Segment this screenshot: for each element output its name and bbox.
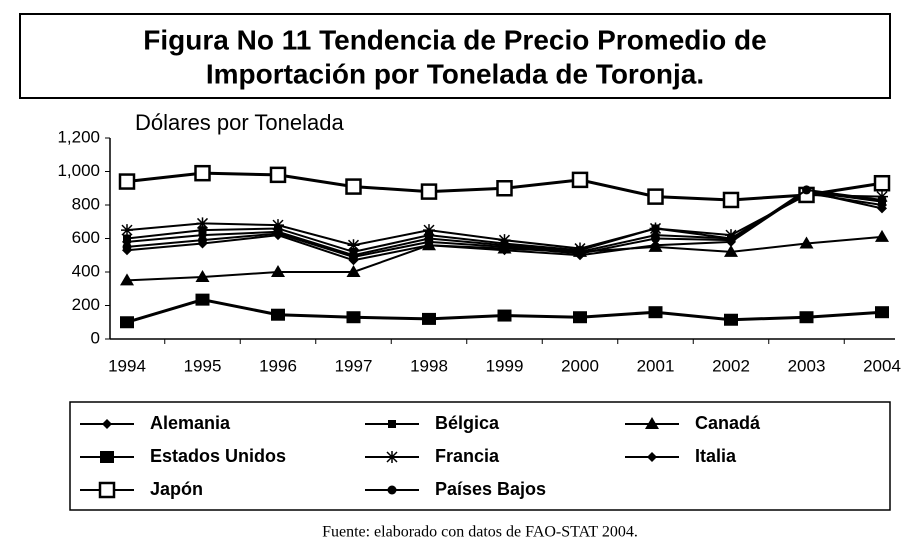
marker	[118, 173, 136, 190]
marker	[271, 308, 285, 321]
marker	[500, 242, 509, 252]
legend-label: Bélgica	[435, 413, 500, 433]
marker	[423, 224, 435, 237]
marker	[877, 195, 887, 205]
y-tick-label: 0	[91, 328, 100, 347]
marker	[102, 419, 112, 429]
marker	[424, 237, 434, 247]
y-tick-label: 1,000	[57, 161, 100, 180]
marker	[648, 306, 663, 319]
marker	[724, 313, 738, 326]
x-tick-label: 1994	[108, 356, 146, 375]
x-tick-label: 2002	[712, 356, 750, 375]
marker	[122, 242, 132, 252]
marker	[120, 273, 134, 286]
marker	[724, 244, 738, 257]
marker	[575, 249, 585, 259]
marker	[269, 166, 287, 184]
legend-label: Canadá	[695, 413, 761, 433]
marker	[346, 311, 361, 324]
legend-label: Estados Unidos	[150, 446, 286, 466]
title-box	[19, 13, 891, 99]
x-tick-label: 1996	[259, 356, 297, 375]
marker	[726, 235, 736, 245]
x-tick-label: 2003	[788, 356, 826, 375]
marker	[877, 203, 887, 214]
marker	[195, 270, 210, 283]
marker	[571, 171, 589, 189]
marker	[498, 234, 511, 247]
marker	[347, 239, 360, 252]
source-note: Fuente: elaborado con datos de FAO-STAT …	[322, 524, 638, 541]
marker	[198, 226, 207, 235]
marker	[123, 234, 131, 243]
legend-label: Japón	[150, 479, 203, 499]
marker	[573, 311, 587, 324]
x-tick-label: 2004	[863, 356, 901, 375]
y-tick-label: 200	[72, 295, 100, 314]
marker	[194, 164, 211, 182]
legend-box	[69, 401, 891, 511]
marker	[422, 312, 436, 325]
legend-label: Alemania	[150, 413, 231, 433]
x-tick-label: 2001	[637, 356, 675, 375]
marker	[647, 188, 664, 205]
marker	[98, 481, 116, 499]
marker	[725, 229, 737, 242]
marker	[388, 420, 396, 428]
marker	[272, 219, 284, 232]
x-tick-label: 2000	[561, 356, 599, 375]
marker	[346, 265, 361, 277]
y-tick-label: 1,200	[57, 127, 100, 146]
marker	[875, 229, 889, 242]
x-tick-label: 1998	[410, 356, 448, 375]
y-tick-label: 600	[72, 228, 100, 247]
marker	[722, 191, 740, 209]
x-tick-label: 1999	[486, 356, 524, 375]
marker	[802, 185, 811, 195]
marker	[198, 235, 207, 245]
legend-label: Países Bajos	[435, 479, 546, 499]
marker	[649, 222, 662, 235]
chart-title: Figura No 11 Tendencia de Precio Promedi…	[143, 24, 766, 55]
marker	[873, 174, 891, 192]
marker	[496, 180, 513, 197]
legend-label: Francia	[435, 446, 500, 466]
marker	[196, 217, 209, 230]
chart-title: Importación por Tonelada de Toronja.	[206, 58, 704, 89]
marker	[647, 452, 657, 462]
x-tick-label: 1995	[184, 356, 222, 375]
y-tick-label: 800	[72, 194, 100, 213]
marker	[120, 316, 134, 329]
marker	[386, 451, 398, 463]
marker	[273, 228, 283, 238]
marker	[420, 183, 438, 200]
marker	[345, 178, 362, 195]
marker	[195, 293, 210, 306]
legend-label: Italia	[695, 446, 737, 466]
marker	[799, 311, 814, 324]
marker	[121, 224, 133, 237]
marker	[650, 240, 661, 251]
marker	[271, 265, 285, 277]
y-axis-label: Dólares por Tonelada	[135, 110, 344, 135]
marker	[349, 247, 358, 256]
marker	[645, 417, 659, 429]
marker	[574, 242, 586, 255]
y-tick-label: 400	[72, 261, 100, 280]
marker	[651, 234, 660, 243]
marker	[387, 485, 397, 495]
marker	[875, 306, 889, 319]
x-tick-label: 1997	[335, 356, 373, 375]
marker	[497, 309, 512, 322]
marker	[799, 236, 814, 249]
marker	[349, 252, 358, 262]
marker	[100, 451, 114, 463]
